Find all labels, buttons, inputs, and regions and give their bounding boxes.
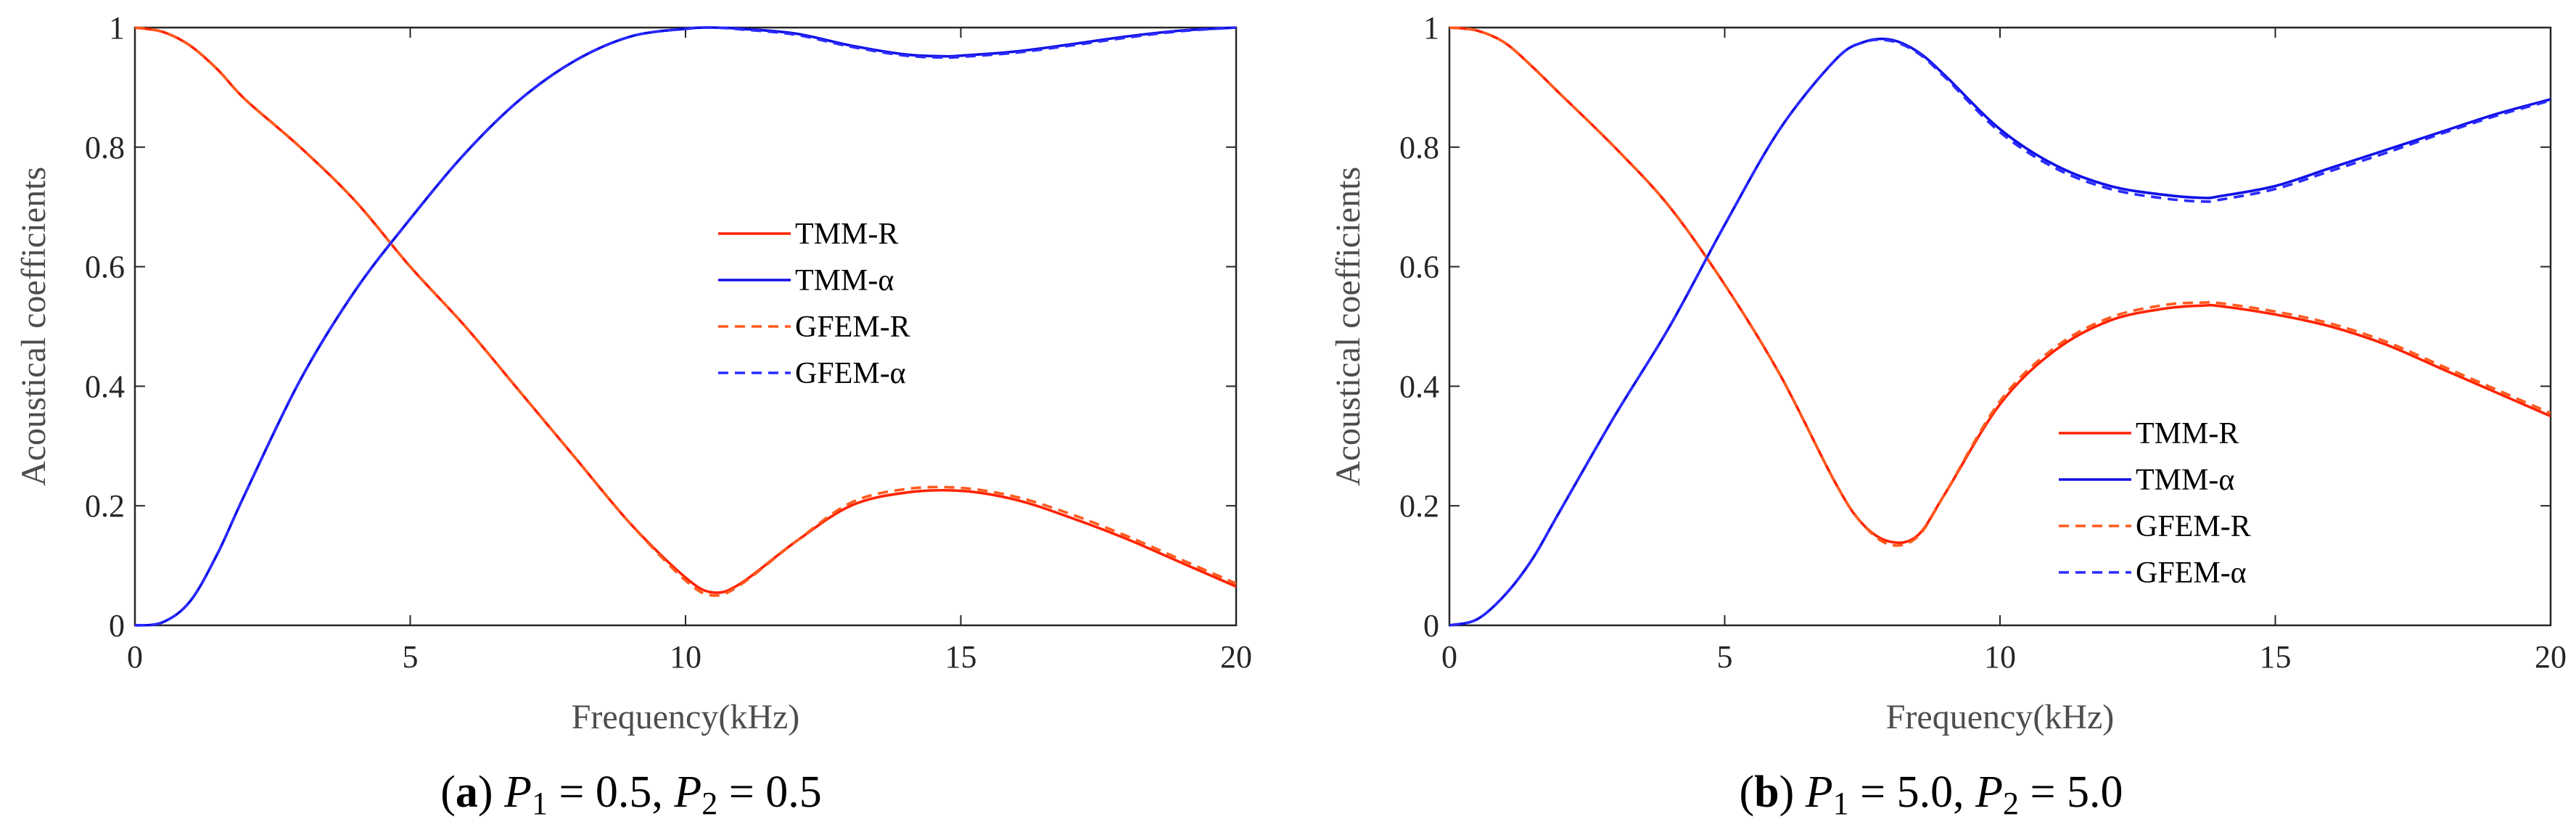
series-line-tmm-r — [1449, 26, 2551, 544]
x-tick-label: 5 — [1717, 639, 1733, 675]
legend-label: GFEM-α — [795, 357, 906, 390]
y-tick-label: 0.8 — [85, 130, 125, 165]
legend-label: TMM-R — [795, 218, 898, 251]
y-axis-label: Acoustical coefficients — [1329, 167, 1367, 486]
series-line-tmm-alpha — [135, 26, 1236, 627]
panel-letter: b — [1754, 768, 1779, 817]
series-line-gfem-alpha — [1449, 38, 2551, 627]
x-tick-label: 20 — [2535, 639, 2567, 675]
y-tick-label: 0 — [109, 608, 125, 643]
x-tick-label: 15 — [945, 639, 977, 675]
series-line-gfem-r — [1449, 26, 2551, 547]
x-tick-label: 10 — [670, 639, 701, 675]
y-tick-label: 1 — [109, 10, 125, 46]
plot-frame — [133, 26, 1238, 627]
x-axis-label: Frequency(kHz) — [572, 698, 800, 736]
y-tick-label: 0.4 — [1399, 369, 1439, 404]
y-tick-label: 0.8 — [1399, 130, 1439, 165]
legend-label: TMM-α — [795, 264, 894, 297]
chart-panel-a: 0 5 10 15 20 0 0.2 0.4 0.6 0.8 1 Frequency(kHz) Acou… — [15, 10, 1252, 821]
x-tick-label: 15 — [2260, 639, 2292, 675]
y-tick-label: 0.2 — [85, 488, 125, 524]
panel-caption: (a) P1 = 0.5, P2 = 0.5 — [440, 768, 822, 821]
legend: TMM-R TMM-α GFEM-R GFEM-α — [2059, 417, 2251, 590]
panel-letter: a — [456, 768, 478, 817]
y-tick-label: 0 — [1423, 608, 1439, 643]
y-tick-label: 0.6 — [85, 250, 125, 285]
x-tick-label: 0 — [1441, 639, 1457, 675]
y-tick-label: 0.6 — [1399, 250, 1439, 285]
panel-caption: (b) P1 = 5.0, P2 = 5.0 — [1740, 768, 2123, 821]
x-tick-label: 20 — [1220, 639, 1252, 675]
legend-label: GFEM-α — [2136, 556, 2247, 590]
plot-frame — [1448, 26, 2552, 627]
x-tick-label: 0 — [127, 639, 143, 675]
y-tick-label: 0.4 — [85, 369, 125, 404]
legend: TMM-R TMM-α GFEM-R GFEM-α — [718, 218, 910, 390]
y-tick-label: 0.2 — [1399, 488, 1439, 524]
legend-label: TMM-α — [2136, 464, 2234, 497]
legend-label: TMM-R — [2136, 417, 2239, 451]
series-line-gfem-r — [135, 26, 1236, 597]
legend-label: GFEM-R — [2136, 510, 2251, 543]
legend-label: GFEM-R — [795, 310, 910, 344]
series-line-tmm-r — [135, 26, 1236, 594]
x-axis-label: Frequency(kHz) — [1886, 698, 2115, 736]
y-tick-label: 1 — [1423, 10, 1439, 46]
chart-panel-b: 0 5 10 15 20 0 0.2 0.4 0.6 0.8 1 Frequency(kHz) Acou… — [1329, 10, 2567, 821]
x-tick-label: 5 — [403, 639, 419, 675]
series-line-gfem-alpha — [135, 26, 1236, 627]
series-line-tmm-alpha — [1449, 37, 2551, 627]
x-tick-label: 10 — [1984, 639, 2016, 675]
y-axis-label: Acoustical coefficients — [15, 167, 53, 486]
